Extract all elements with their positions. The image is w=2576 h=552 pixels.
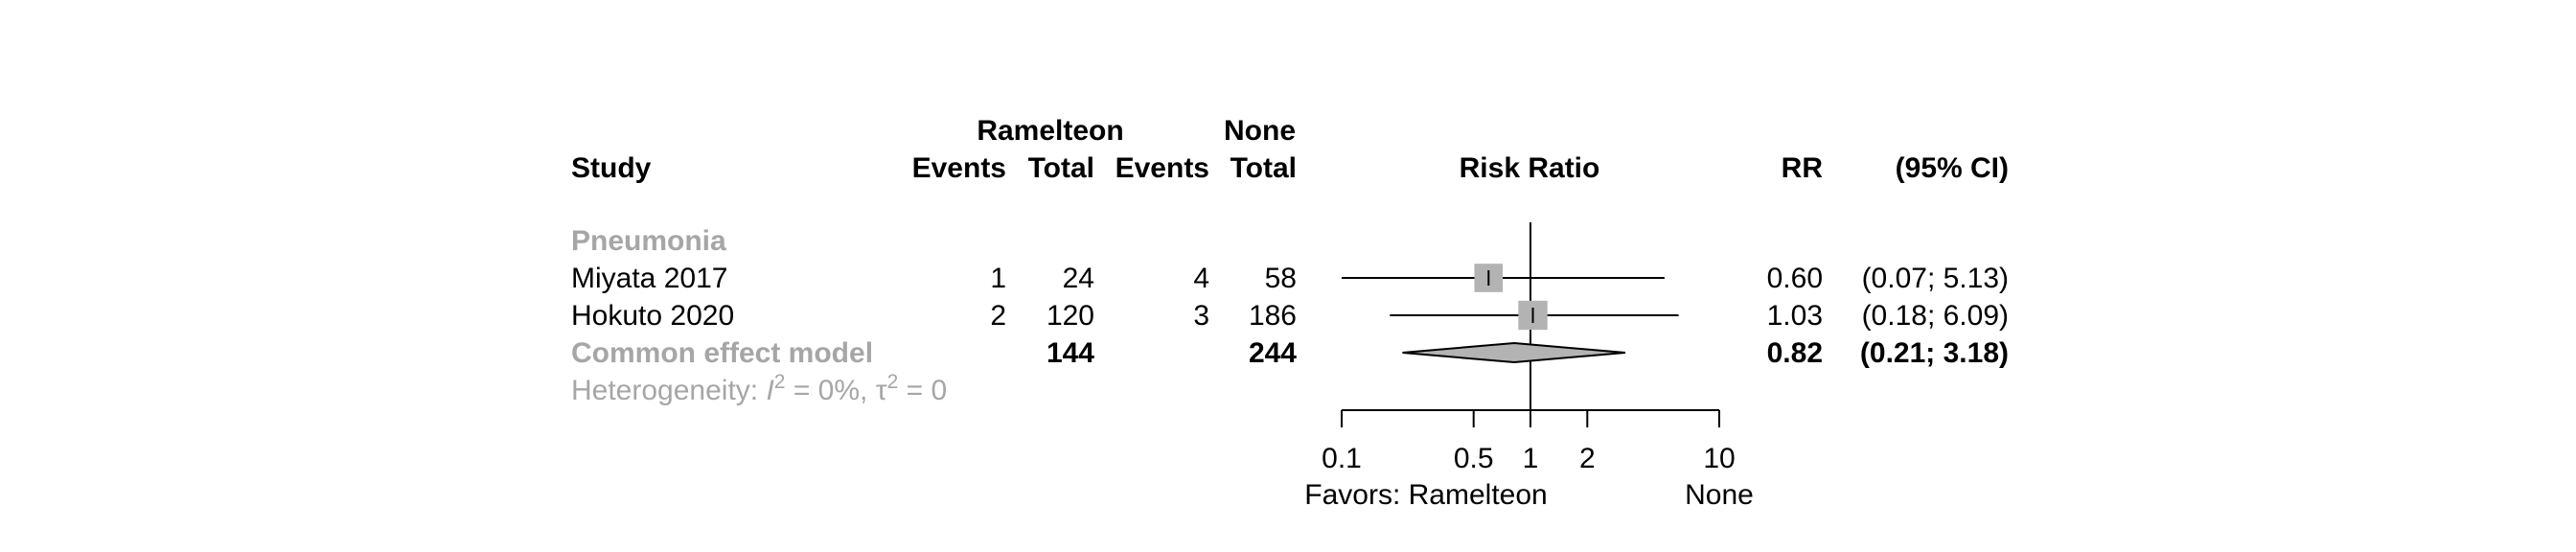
i2-value: = 0%, — [785, 375, 875, 406]
favors-left-label: Favors: Ramelteon — [1304, 479, 1547, 511]
study-ci: (0.18; 6.09) — [1862, 300, 2009, 332]
heterogeneity-text: Heterogeneity: I2 = 0%, τ2 = 0 — [571, 371, 947, 406]
study-total2: 58 — [1265, 263, 1297, 294]
x-tick-label-4: 2 — [1579, 443, 1596, 474]
header-effect: Risk Ratio — [1460, 152, 1600, 184]
header-study: Study — [571, 152, 652, 184]
pooled-diamond — [1402, 341, 1626, 364]
study-row-1: Miyata 2017 1 24 4 58 0.60 (0.07; 5.13) — [571, 263, 2009, 294]
tau-value: = 0 — [898, 375, 947, 406]
pooled-total2: 244 — [1249, 337, 1297, 369]
study-ci: (0.07; 5.13) — [1862, 263, 2009, 294]
header-group2: None — [1224, 115, 1296, 147]
x-tick-label-5: 10 — [1703, 443, 1735, 474]
favors-right-label: None — [1685, 479, 1754, 511]
tau-symbol: τ — [876, 375, 887, 406]
header-events2: Events — [1116, 152, 1209, 184]
pooled-rr: 0.82 — [1767, 337, 1823, 369]
study-events1: 2 — [990, 300, 1006, 332]
header-total2: Total — [1230, 152, 1297, 184]
study-row-2: Hokuto 2020 2 120 3 186 1.03 (0.18; 6.09… — [571, 300, 2009, 332]
x-tick-label-1: 0.1 — [1322, 443, 1362, 474]
pooled-label: Common effect model — [571, 337, 873, 369]
study-events1: 1 — [990, 263, 1006, 294]
study-name: Hokuto 2020 — [571, 300, 734, 332]
x-tick-label-2: 0.5 — [1454, 443, 1494, 474]
x-tick-label-3: 1 — [1523, 443, 1539, 474]
study-events2: 3 — [1193, 300, 1209, 332]
study-total1: 24 — [1063, 263, 1094, 294]
study-rr: 1.03 — [1767, 300, 1823, 332]
subgroup-label: Pneumonia — [571, 225, 726, 257]
pooled-ci: (0.21; 3.18) — [1860, 337, 2009, 369]
heterogeneity-prefix: Heterogeneity: — [571, 375, 766, 406]
study-events2: 4 — [1193, 263, 1209, 294]
header-ci: (95% CI) — [1896, 152, 2009, 184]
header-events1: Events — [912, 152, 1006, 184]
tau-exp: 2 — [887, 371, 899, 393]
pooled-row: Common effect model 144 244 0.82 (0.21; … — [571, 337, 2009, 369]
i2-symbol: I — [766, 375, 773, 406]
header-rr: RR — [1782, 152, 1824, 184]
study-total1: 120 — [1046, 300, 1094, 332]
study-rr: 0.60 — [1767, 263, 1823, 294]
plot-area: 0.1 0.5 1 2 10 — [1322, 222, 1736, 474]
study-total2: 186 — [1249, 300, 1297, 332]
i2-exp: 2 — [774, 371, 786, 393]
header-total1: Total — [1028, 152, 1094, 184]
pooled-total1: 144 — [1046, 337, 1094, 369]
header-group1: Ramelteon — [977, 115, 1123, 147]
study-name: Miyata 2017 — [571, 263, 727, 294]
